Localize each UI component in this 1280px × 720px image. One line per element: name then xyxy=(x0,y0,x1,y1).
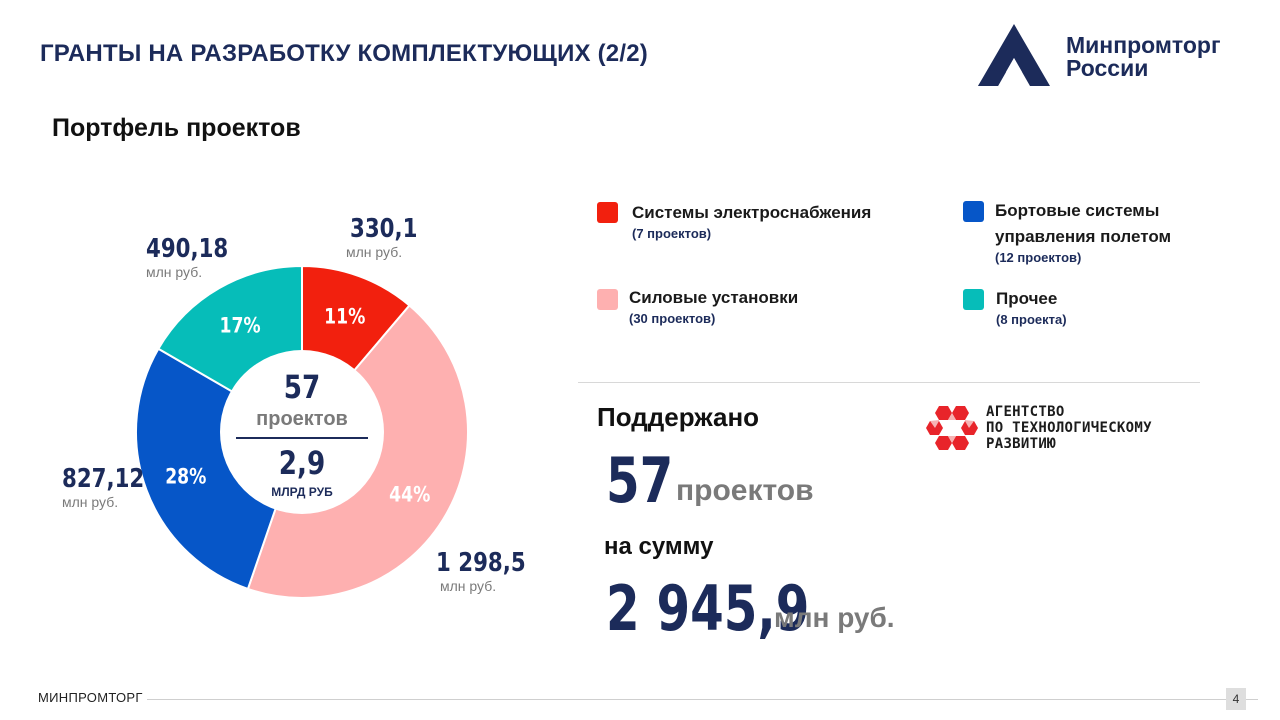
slice-power-plants-percent: 44% xyxy=(389,482,430,507)
slice-other-percent: 17% xyxy=(219,313,260,338)
value-label-other: 490,18 млн руб. xyxy=(146,234,229,280)
legend-swatch-other xyxy=(963,289,984,310)
logo-line-1: Минпромторг xyxy=(1066,32,1221,58)
agency-name: АГЕНТСТВО ПО ТЕХНОЛОГИЧЕСКОМУ РАЗВИТИЮ xyxy=(986,404,1152,452)
agency-line-2: ПО ТЕХНОЛОГИЧЕСКОМУ xyxy=(986,420,1152,436)
agency-line-3: РАЗВИТИЮ xyxy=(986,436,1056,452)
footer-line xyxy=(40,699,1258,700)
legend-item-other: Прочее (8 проекта) xyxy=(996,289,1067,327)
center-total-unit: МЛРД РУБ xyxy=(271,485,333,499)
supported-label: Поддержано xyxy=(597,402,760,432)
logo-text: Минпромторг России xyxy=(1066,34,1221,80)
projects-unit: проектов xyxy=(676,474,814,507)
legend-item-power-supply: Системы электроснабжения (7 проектов) xyxy=(632,203,872,241)
projects-count: 57 xyxy=(606,444,674,517)
donut-chart: 11% 44% 28% 17% 57 проектов 2,9 МЛРД РУБ xyxy=(135,264,469,599)
center-total: 2,9 xyxy=(279,444,325,481)
legend-swatch-power-supply xyxy=(597,202,618,223)
slice-flight-control-percent: 28% xyxy=(165,464,206,489)
section-subtitle: Портфель проектов xyxy=(52,114,301,142)
page-number: 4 xyxy=(1226,688,1246,710)
minpromtorg-logo-icon xyxy=(978,24,1050,86)
footer-brand: МИНПРОМТОРГ xyxy=(38,690,147,705)
logo-line-2: России xyxy=(1066,55,1149,81)
value-label-flight-control: 827,12 млн руб. xyxy=(62,464,145,510)
sum-unit: млн руб. xyxy=(774,602,895,633)
sum-value: 2 945,9 xyxy=(606,572,810,645)
legend-item-power-plants: Силовые установки (30 проектов) xyxy=(629,288,799,326)
slide-title: ГРАНТЫ НА РАЗРАБОТКУ КОМПЛЕКТУЮЩИХ (2/2) xyxy=(40,40,648,67)
agency-line-1: АГЕНТСТВО xyxy=(986,404,1065,420)
legend-swatch-power-plants xyxy=(597,289,618,310)
value-label-power-plants: 1 298,5 млн руб. xyxy=(436,548,526,594)
value-label-power-supply: 330,1 млн руб. xyxy=(346,214,418,260)
legend-item-flight-control: Бортовые системы управления полетом (12 … xyxy=(995,201,1172,265)
legend-swatch-flight-control xyxy=(963,201,984,222)
center-count: 57 xyxy=(284,368,321,405)
center-count-label: проектов xyxy=(256,408,348,430)
agency-logo-icon xyxy=(926,406,978,450)
sum-label: на сумму xyxy=(604,533,714,560)
slice-power-supply-percent: 11% xyxy=(324,304,365,329)
section-divider xyxy=(578,382,1200,383)
